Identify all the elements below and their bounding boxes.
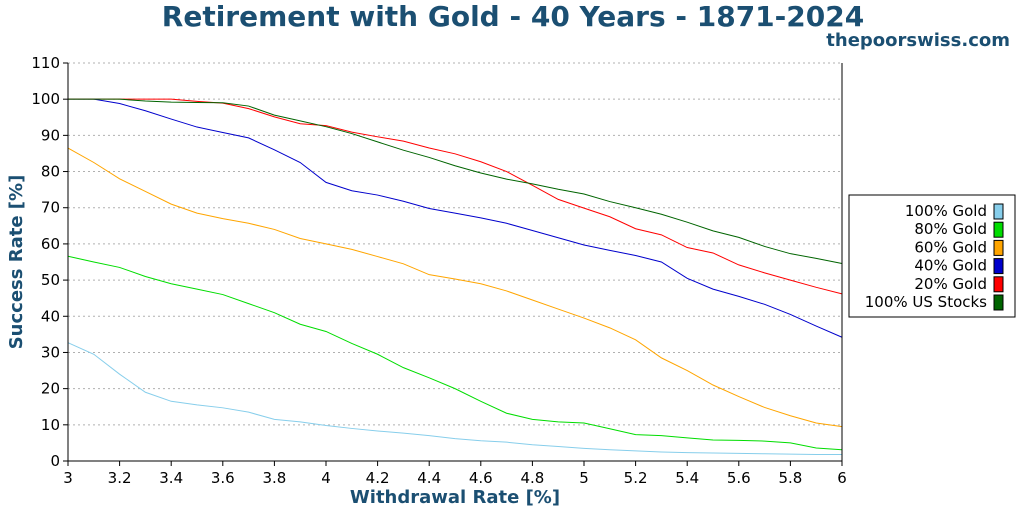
x-tick-label: 3.4 [159,469,183,487]
x-tick-label: 6 [837,469,847,487]
y-tick-label: 110 [31,54,60,72]
legend-swatch [993,294,1004,311]
series-line-100-gold [67,342,842,455]
y-tick-label: 80 [41,163,60,181]
y-tick-label: 50 [41,271,60,289]
legend-swatch [993,221,1004,238]
x-axis-label: Withdrawal Rate [%] [350,487,560,508]
series-line-80-gold [67,255,843,451]
legend-swatch [993,276,1004,293]
y-tick-label: 20 [41,380,60,398]
gridlines [68,62,842,426]
legend-label: 60% Gold [914,238,987,256]
x-tick-label: 5.4 [675,469,699,487]
legend-swatch [993,258,1004,275]
y-tick-label: 60 [41,235,60,253]
y-tick-label: 30 [41,343,60,361]
y-tick-label: 10 [41,416,60,434]
x-tick-label: 3.2 [108,469,132,487]
x-tick-label: 4.6 [469,469,493,487]
x-tick-label: 5.6 [727,469,751,487]
x-tick-label: 5.8 [778,469,802,487]
x-tick-labels: 3 3.2 3.4 3.6 3.8 4 4.2 4.4 4.6 4.8 5 5.2 5.4 5.6 5.8 6 [63,469,847,487]
y-tick-label: 40 [41,307,60,325]
legend-label: 40% Gold [914,257,987,275]
series-line-100-us-stocks [68,98,843,264]
legend-swatch [993,239,1004,256]
x-tick-label: 4.8 [520,469,544,487]
y-tick-label: 100 [31,90,60,108]
legend-label: 100% Gold [905,202,987,220]
legend-swatch [993,203,1004,220]
x-tick-label: 4 [321,469,331,487]
series-line-60-gold [67,147,843,428]
y-tick-labels: 0 10 20 30 40 50 60 70 80 90 100 110 [31,54,60,470]
y-tick-label: 0 [50,452,60,470]
legend-box [848,194,1016,318]
y-tick-label: 90 [41,126,60,144]
x-tick-label: 3.8 [262,469,286,487]
y-tick-label: 70 [41,199,60,217]
watermark: thepoorswiss.com [826,30,1010,51]
x-tick-label: 3.6 [211,469,235,487]
series-line-40-gold [68,98,843,338]
chart-title: Retirement with Gold - 40 Years - 1871-2… [162,0,864,33]
x-tick-label: 4.4 [417,469,441,487]
series-lines [67,98,843,455]
y-axis-label: Success Rate [%] [6,175,27,350]
series-line-20-gold [68,98,843,295]
axes [63,62,843,466]
legend-label: 100% US Stocks [865,293,987,311]
x-tick-label: 3 [63,469,73,487]
x-tick-label: 5 [579,469,589,487]
x-tick-label: 5.2 [624,469,648,487]
x-tick-label: 4.2 [366,469,390,487]
legend-label: 80% Gold [914,220,987,238]
legend-label: 20% Gold [914,275,987,293]
